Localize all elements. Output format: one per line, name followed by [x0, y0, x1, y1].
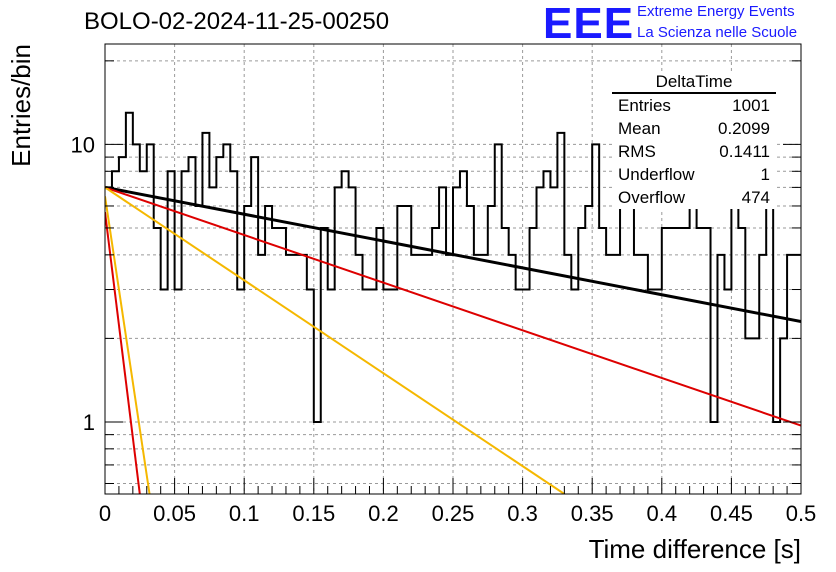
stats-key: Entries [618, 96, 671, 115]
y-tick-label: 10 [71, 132, 95, 157]
stats-row-mean: Mean 0.2099 [612, 117, 776, 140]
y-axis-label: Entries/bin [6, 44, 36, 167]
stats-box-name: DeltaTime [612, 72, 776, 94]
x-tick-label: 0.05 [153, 501, 196, 526]
histogram-outline [105, 111, 801, 423]
stats-value: 1001 [732, 96, 770, 115]
fit-curve [105, 196, 151, 494]
eee-logo-icon: EEE [543, 0, 635, 48]
stats-key: Overflow [618, 188, 686, 207]
stats-row-entries: Entries 1001 [612, 94, 776, 117]
stats-row-underflow: Underflow 1 [612, 163, 776, 186]
y-tick-label: 1 [83, 410, 95, 435]
fit-curve [105, 212, 141, 494]
logo-line-2: La Scienza nelle Scuole [637, 24, 798, 41]
x-tick-label: 0.25 [432, 501, 475, 526]
x-tick-label: 0.1 [229, 501, 260, 526]
x-tick-label: 0.15 [292, 501, 335, 526]
x-tick-label: 0.2 [368, 501, 399, 526]
x-tick-label: 0.4 [647, 501, 678, 526]
stats-value: 1 [760, 165, 770, 184]
stats-key: RMS [618, 142, 656, 161]
fit-curve [105, 186, 801, 427]
stats-box: DeltaTime Entries 1001 Mean 0.2099 RMS 0… [612, 72, 776, 209]
fit-curve [105, 186, 565, 494]
x-tick-label: 0.45 [710, 501, 753, 526]
stats-row-rms: RMS 0.1411 [612, 140, 776, 163]
stats-key: Underflow [618, 165, 695, 184]
x-axis-label: Time difference [s] [589, 534, 801, 564]
histogram-title: BOLO-02-2024-11-25-00250 [84, 8, 390, 35]
x-tick-label: 0 [99, 501, 111, 526]
stats-row-overflow: Overflow 474 [612, 186, 776, 209]
stats-value: 0.2099 [718, 119, 770, 138]
x-tick-label: 0.3 [507, 501, 538, 526]
x-tick-label: 0.5 [786, 501, 817, 526]
stats-value: 0.1411 [719, 142, 770, 161]
x-tick-label: 0.35 [571, 501, 614, 526]
logo-line-1: Extreme Energy Events [637, 3, 795, 20]
stats-value: 474 [741, 188, 770, 207]
fit-curve [105, 185, 801, 324]
stats-key: Mean [618, 119, 661, 138]
